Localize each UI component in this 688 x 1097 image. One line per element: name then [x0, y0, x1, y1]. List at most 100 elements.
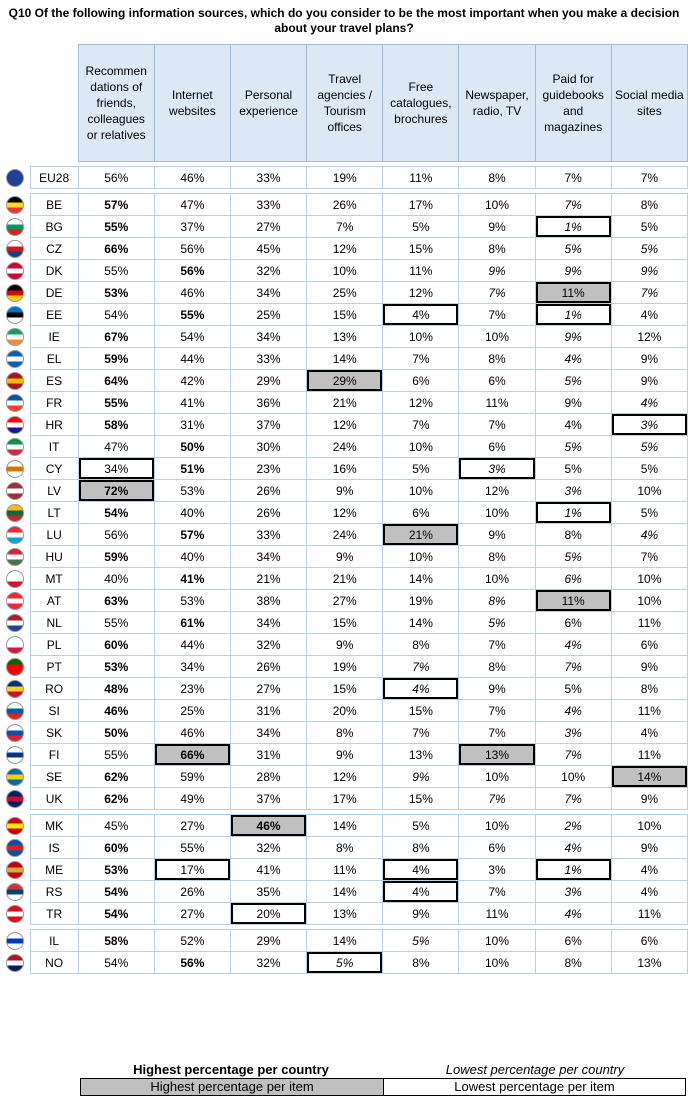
flag-icon: [5, 415, 24, 434]
table-cell: 10%: [382, 479, 460, 502]
table-cell: 63%: [77, 589, 155, 612]
table-cell: 57%: [77, 193, 155, 216]
table-cell: 9%: [382, 902, 460, 925]
table-cell: 47%: [77, 435, 155, 458]
table-cell: 10%: [458, 951, 536, 974]
table-row: HR 58% 31% 37% 12% 7% 7% 4% 3%: [0, 413, 688, 436]
table-cell: 6%: [382, 369, 460, 392]
table-cell: 17%: [306, 787, 384, 810]
table-row: LT 54% 40% 26% 12% 6% 10% 1% 5%: [0, 501, 688, 524]
legend-lowest-item: Lowest percentage per item: [454, 1079, 615, 1094]
table-cell: 25%: [229, 303, 308, 326]
table-cell: 67%: [77, 325, 155, 348]
table-cell: 26%: [306, 193, 384, 216]
table-cell: 58%: [77, 413, 155, 436]
table-row: PT 53% 34% 26% 19% 7% 8% 7% 9%: [0, 655, 688, 678]
table-cell: 12%: [610, 325, 688, 348]
table-cell: 7%: [382, 347, 460, 370]
country-code: PT: [29, 655, 79, 678]
table-cell: 9%: [458, 215, 536, 238]
table-cell: 56%: [153, 237, 231, 260]
country-code: DK: [29, 259, 79, 282]
table-cell: 24%: [306, 435, 384, 458]
flag-icon: [5, 168, 24, 187]
flag-icon: [5, 503, 24, 522]
table-cell: 3%: [534, 880, 612, 903]
country-code: IT: [29, 435, 79, 458]
table-cell: 8%: [458, 237, 536, 260]
table-cell: 15%: [306, 611, 384, 634]
table-cell: 6%: [610, 633, 688, 656]
table-cell: 12%: [306, 413, 384, 436]
table-cell: 27%: [306, 589, 384, 612]
table-cell: 15%: [306, 677, 384, 700]
flag-icon: [5, 789, 24, 808]
table-cell: 46%: [153, 166, 231, 189]
table-cell: 4%: [610, 523, 688, 546]
table-cell: 9%: [306, 479, 384, 502]
table-cell: 16%: [306, 457, 384, 480]
table-cell: 23%: [229, 457, 308, 480]
table-cell: 13%: [382, 743, 460, 766]
table-cell: 1%: [534, 501, 612, 524]
table-cell: 60%: [77, 836, 155, 859]
table-row: NO 54% 56% 32% 5% 8% 10% 8% 13%: [0, 951, 688, 974]
table-cell: 4%: [610, 303, 688, 326]
table-cell: 60%: [77, 633, 155, 656]
table-cell: 4%: [610, 880, 688, 903]
flag-icon: [5, 904, 24, 923]
table-cell: 33%: [229, 193, 308, 216]
flag-icon: [5, 437, 24, 456]
table-cell: 47%: [153, 193, 231, 216]
table-cell: 8%: [458, 655, 536, 678]
table-cell: 1%: [534, 858, 612, 881]
table-cell: 9%: [610, 655, 688, 678]
table-cell: 8%: [306, 836, 384, 859]
flag-icon: [5, 349, 24, 368]
table-cell: 34%: [229, 281, 308, 304]
country-code: SE: [29, 765, 79, 788]
flag-icon: [5, 679, 24, 698]
table-cell: 53%: [77, 655, 155, 678]
table-cell: 25%: [306, 281, 384, 304]
table-cell: 38%: [229, 589, 308, 612]
table-cell: 21%: [306, 567, 384, 590]
country-code: CY: [29, 457, 79, 480]
flag-icon: [5, 701, 24, 720]
table-row: IS 60% 55% 32% 8% 8% 6% 4% 9%: [0, 836, 688, 859]
column-header-free-catalogues: Free catalogues, brochures: [382, 44, 460, 162]
table-row: EE 54% 55% 25% 15% 4% 7% 1% 4%: [0, 303, 688, 326]
table-cell: 6%: [458, 369, 536, 392]
table-cell: 15%: [382, 237, 460, 260]
table-cell: 9%: [610, 369, 688, 392]
table-row: MT 40% 41% 21% 21% 14% 10% 6% 10%: [0, 567, 688, 590]
table-row: IL 58% 52% 29% 14% 5% 10% 6% 6%: [0, 929, 688, 952]
flag-icon: [5, 195, 24, 214]
table-cell: 24%: [306, 523, 384, 546]
table-cell: 31%: [229, 743, 308, 766]
country-code: MK: [29, 814, 79, 837]
table-cell: 21%: [306, 391, 384, 414]
flag-icon: [5, 882, 24, 901]
table-cell: 14%: [306, 929, 384, 952]
table-cell: 12%: [306, 765, 384, 788]
table-cell: 9%: [610, 787, 688, 810]
table-cell: 6%: [382, 501, 460, 524]
table-cell: 21%: [229, 567, 308, 590]
table-cell: 27%: [229, 215, 308, 238]
flag-icon: [5, 217, 24, 236]
table-cell: 55%: [77, 215, 155, 238]
table-cell: 9%: [306, 633, 384, 656]
table-cell: 26%: [229, 479, 308, 502]
country-code: IS: [29, 836, 79, 859]
flag-icon: [5, 613, 24, 632]
country-code: LV: [29, 479, 79, 502]
table-cell: 6%: [458, 836, 536, 859]
table-cell: 7%: [534, 193, 612, 216]
table-row: MK 45% 27% 46% 14% 5% 10% 2% 10%: [0, 814, 688, 837]
table-cell: 46%: [153, 281, 231, 304]
country-code: FR: [29, 391, 79, 414]
country-code: DE: [29, 281, 79, 304]
table-row: HU 59% 40% 34% 9% 10% 8% 5% 7%: [0, 545, 688, 568]
results-table: Recommen dations of friends, colleagues …: [0, 44, 688, 974]
